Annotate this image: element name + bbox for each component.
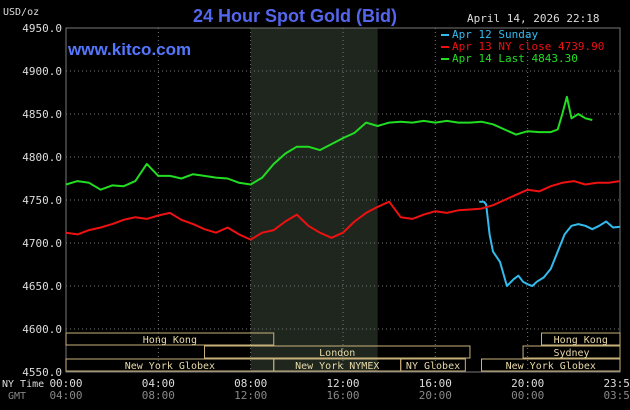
y-tick-labels: 4550.0 4600.0 4650.0 4700.0 4750.0 4800.0 4850… <box>22 22 62 379</box>
legend: Apr 12 Sunday Apr 13 NY close 4739.90 Ap… <box>441 28 604 65</box>
series-lines <box>65 95 621 287</box>
session-label: Hong Kong <box>143 335 197 346</box>
session-label: New York NYMEX <box>295 361 379 372</box>
x-tick-label-gmt: 08:00 <box>142 389 175 402</box>
legend-label-1: Apr 13 NY close 4739.90 <box>452 40 604 53</box>
unit-label: USD/oz <box>3 7 39 18</box>
series-line-0 <box>479 200 621 287</box>
session-bar <box>541 332 621 346</box>
x-tick-label-gmt: 04:00 <box>49 389 82 402</box>
series-line-2 <box>65 95 593 191</box>
session-label: Sydney <box>553 348 589 359</box>
session-label: New York Globex <box>125 361 215 372</box>
y-tick-label: 4550.0 <box>22 366 62 379</box>
series-line-1 <box>65 180 621 241</box>
y-tick-label: 4850.0 <box>22 108 62 121</box>
x-tick-label-gmt: 12:00 <box>234 389 267 402</box>
x-tick-label-ny: 23:59 <box>603 377 630 390</box>
x-tick-label-ny: 04:00 <box>142 377 175 390</box>
session-bar <box>204 345 471 359</box>
session-bars: Hong Kong London New York Globex New York N… <box>65 332 621 372</box>
ny-time-label: NY Time <box>2 379 44 390</box>
x-tick-label-ny: 00:00 <box>49 377 82 390</box>
y-tick-label: 4800.0 <box>22 151 62 164</box>
x-tick-label-ny: 16:00 <box>419 377 452 390</box>
x-tick-label-gmt: 20:00 <box>419 389 452 402</box>
session-bar <box>400 358 466 372</box>
x-tick-label-ny: 12:00 <box>326 377 359 390</box>
session-bar <box>522 345 621 359</box>
grid <box>65 27 621 373</box>
x-tick-label-ny: 20:00 <box>511 377 544 390</box>
legend-label-2: Apr 14 Last 4843.30 <box>452 52 578 65</box>
session-bar <box>65 332 275 346</box>
y-tick-label: 4750.0 <box>22 194 62 207</box>
x-tick-label-gmt: 03:59 <box>603 389 630 402</box>
session-label: London <box>319 348 355 359</box>
session-label: Hong Kong <box>554 335 608 346</box>
session-label: New York Globex <box>506 361 596 372</box>
session-label: NY Globex <box>406 361 460 372</box>
y-tick-label: 4700.0 <box>22 237 62 250</box>
y-tick-label: 4950.0 <box>22 22 62 35</box>
legend-label-0: Apr 12 Sunday <box>452 28 538 41</box>
x-tick-labels: 00:0004:0004:0008:0008:0012:0012:0016:00… <box>49 377 630 402</box>
x-tick-label-gmt: 00:00 <box>511 389 544 402</box>
x-tick-label-ny: 08:00 <box>234 377 267 390</box>
session-bar <box>481 358 621 372</box>
y-tick-label: 4600.0 <box>22 323 62 336</box>
chart-title: 24 Hour Spot Gold (Bid) <box>193 6 397 26</box>
gmt-label: GMT <box>8 391 26 402</box>
x-tick-label-gmt: 16:00 <box>326 389 359 402</box>
timestamp: April 14, 2026 22:18 <box>467 12 599 25</box>
y-tick-label: 4650.0 <box>22 280 62 293</box>
kitco-watermark[interactable]: www.kitco.com <box>67 40 191 59</box>
y-tick-label: 4900.0 <box>22 65 62 78</box>
